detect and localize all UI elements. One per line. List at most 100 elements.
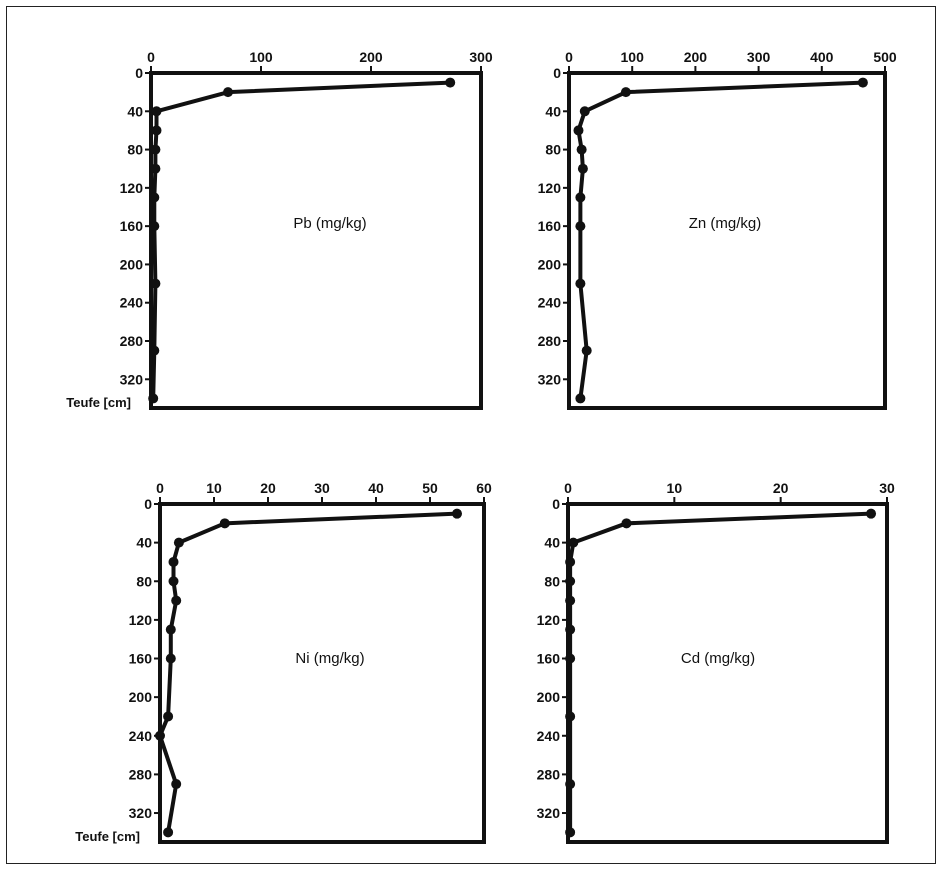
panel-label: Pb (mg/kg) xyxy=(293,215,366,232)
y-tick-label: 80 xyxy=(544,573,560,589)
y-tick-label: 0 xyxy=(553,65,561,81)
data-point xyxy=(171,595,182,606)
data-point xyxy=(565,779,576,790)
x-tick-label: 20 xyxy=(260,480,276,496)
data-point xyxy=(445,77,456,88)
data-point xyxy=(565,624,576,635)
data-point xyxy=(577,163,588,174)
data-point xyxy=(149,221,160,232)
data-point xyxy=(151,106,162,117)
x-tick-label: 50 xyxy=(422,480,438,496)
y-axis-title: Teufe [cm] xyxy=(75,829,140,844)
y-tick-label: 200 xyxy=(129,689,153,705)
panel-label: Zn (mg/kg) xyxy=(689,215,762,232)
y-tick-label: 80 xyxy=(127,142,143,158)
data-point xyxy=(150,144,161,155)
data-point xyxy=(155,730,165,741)
x-tick-label: 20 xyxy=(773,480,789,496)
y-tick-label: 240 xyxy=(538,295,562,311)
data-point xyxy=(565,595,576,606)
y-tick-label: 160 xyxy=(537,651,561,667)
y-tick-label: 200 xyxy=(537,689,561,705)
data-point xyxy=(163,711,174,722)
data-point xyxy=(151,125,162,136)
data-point xyxy=(452,508,462,519)
y-tick-label: 200 xyxy=(538,256,562,272)
y-tick-label: 40 xyxy=(136,535,152,551)
y-tick-label: 0 xyxy=(144,496,152,512)
plot-area-1 xyxy=(567,71,887,410)
data-point xyxy=(565,556,576,567)
data-point xyxy=(173,537,184,548)
y-tick-label: 320 xyxy=(538,371,562,387)
x-tick-label: 40 xyxy=(368,480,384,496)
y-tick-label: 120 xyxy=(129,612,153,628)
y-tick-label: 240 xyxy=(537,728,561,744)
y-tick-label: 40 xyxy=(545,103,561,119)
data-point xyxy=(866,508,877,519)
y-tick-label: 120 xyxy=(538,180,562,196)
data-point xyxy=(857,77,868,88)
panel-label: Cd (mg/kg) xyxy=(681,650,755,667)
y-tick-label: 280 xyxy=(537,766,561,782)
y-tick-label: 40 xyxy=(544,535,560,551)
plot-area-0 xyxy=(149,71,483,410)
y-tick-label: 80 xyxy=(136,573,152,589)
data-point xyxy=(565,576,576,587)
data-point xyxy=(568,537,579,548)
x-tick-label: 10 xyxy=(206,480,222,496)
series-line xyxy=(151,80,451,399)
data-point xyxy=(149,192,160,203)
x-tick-label: 500 xyxy=(873,49,897,65)
y-tick-label: 120 xyxy=(537,612,561,628)
y-tick-label: 240 xyxy=(129,728,153,744)
x-tick-label: 400 xyxy=(810,49,834,65)
x-tick-label: 300 xyxy=(469,49,493,65)
data-point xyxy=(576,144,587,155)
y-tick-label: 0 xyxy=(135,65,143,81)
x-tick-label: 200 xyxy=(359,49,383,65)
y-tick-label: 40 xyxy=(127,103,143,119)
data-point xyxy=(575,278,586,289)
y-tick-label: 320 xyxy=(537,805,561,821)
figure-frame xyxy=(6,6,936,864)
x-tick-label: 0 xyxy=(147,49,155,65)
y-tick-label: 80 xyxy=(545,142,561,158)
data-point xyxy=(171,779,182,790)
x-tick-label: 0 xyxy=(156,480,164,496)
plot-area-3 xyxy=(566,502,889,844)
data-point xyxy=(168,576,179,587)
data-point xyxy=(165,653,176,664)
y-tick-label: 120 xyxy=(120,180,144,196)
y-tick-label: 320 xyxy=(120,371,144,387)
plot-area-2 xyxy=(158,502,486,844)
y-tick-label: 160 xyxy=(120,218,144,234)
data-point xyxy=(573,125,584,136)
y-tick-label: 320 xyxy=(129,805,153,821)
x-tick-label: 60 xyxy=(476,480,492,496)
data-point xyxy=(163,827,174,838)
data-point xyxy=(620,87,631,98)
y-tick-label: 0 xyxy=(552,496,560,512)
data-point xyxy=(575,393,586,404)
panel-label: Ni (mg/kg) xyxy=(295,650,364,667)
data-point xyxy=(168,556,179,567)
y-tick-label: 280 xyxy=(120,333,144,349)
x-tick-label: 30 xyxy=(314,480,330,496)
y-tick-label: 160 xyxy=(129,651,153,667)
data-point xyxy=(575,192,586,203)
data-point xyxy=(581,345,592,356)
data-point xyxy=(575,221,586,232)
data-point xyxy=(148,393,159,404)
data-point xyxy=(579,106,590,117)
x-tick-label: 100 xyxy=(621,49,645,65)
x-tick-label: 10 xyxy=(667,480,683,496)
data-point xyxy=(565,827,576,838)
data-point xyxy=(219,518,230,529)
x-tick-label: 200 xyxy=(684,49,708,65)
data-point xyxy=(149,345,160,356)
series-line xyxy=(576,80,863,399)
y-tick-label: 160 xyxy=(538,218,562,234)
x-tick-label: 30 xyxy=(879,480,895,496)
